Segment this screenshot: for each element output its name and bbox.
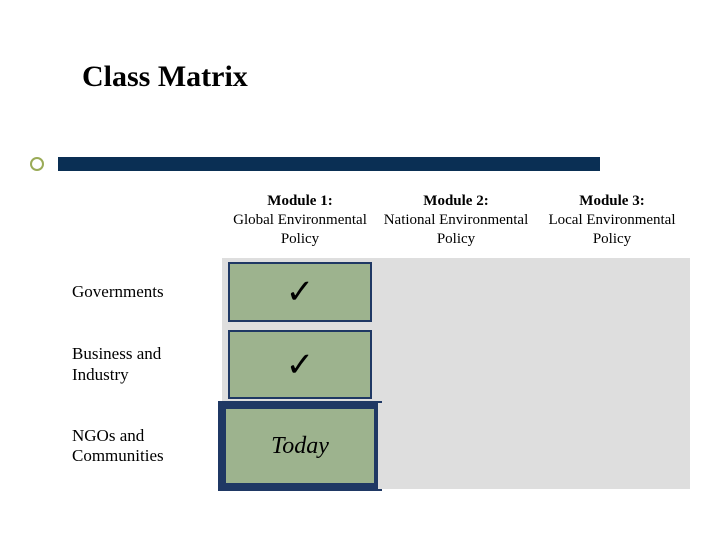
today-label: Today <box>271 433 329 460</box>
check-icon: ✓ <box>286 345 315 385</box>
today-box: Today <box>218 401 382 491</box>
header-spacer <box>72 188 222 258</box>
bullet-dot-icon <box>30 157 44 171</box>
cell-ngos-module-2 <box>378 403 534 489</box>
slide-title: Class Matrix <box>82 60 248 94</box>
col-header-module-1: Module 1:Global Environmental Policy <box>222 188 378 258</box>
row-governments: Governments ✓ <box>72 258 692 326</box>
row-ngos-communities: NGOs and Communities Today <box>72 403 692 489</box>
col-header-module-3: Module 3:Local Environmental Policy <box>534 188 690 258</box>
cell-business-module-1: ✓ <box>222 326 378 403</box>
col-header-module-2: Module 2:National Environmental Policy <box>378 188 534 258</box>
cell-governments-module-1: ✓ <box>222 258 378 326</box>
row-label-ngos-communities: NGOs and Communities <box>72 403 222 489</box>
cell-governments-module-3 <box>534 258 690 326</box>
cell-business-module-3 <box>534 326 690 403</box>
title-underline-bar <box>58 157 600 171</box>
row-label-governments: Governments <box>72 258 222 326</box>
completed-box: ✓ <box>228 262 372 322</box>
class-matrix: Module 1:Global Environmental Policy Mod… <box>72 188 692 489</box>
title-rule <box>30 156 600 172</box>
cell-ngos-module-3 <box>534 403 690 489</box>
row-label-business-industry: Business and Industry <box>72 326 222 403</box>
check-icon: ✓ <box>286 272 315 312</box>
header-row: Module 1:Global Environmental Policy Mod… <box>72 188 692 258</box>
cell-governments-module-2 <box>378 258 534 326</box>
row-business-industry: Business and Industry ✓ <box>72 326 692 403</box>
completed-box: ✓ <box>228 330 372 399</box>
cell-business-module-2 <box>378 326 534 403</box>
cell-ngos-module-1: Today <box>222 403 378 489</box>
